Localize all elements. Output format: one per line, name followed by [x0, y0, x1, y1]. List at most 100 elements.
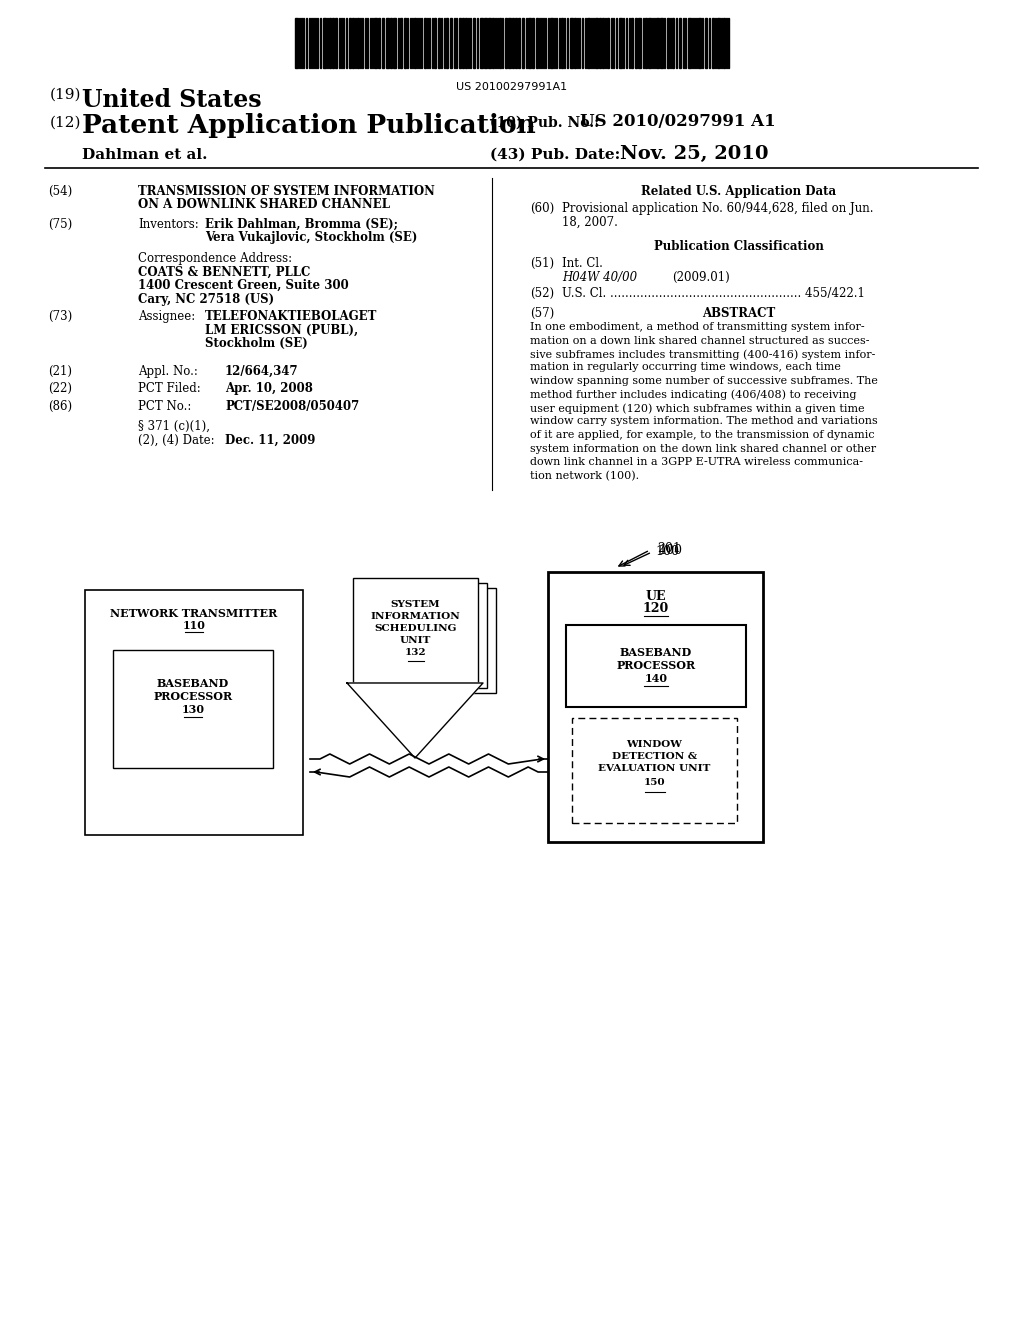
- Bar: [599, 18, 601, 69]
- Bar: [536, 18, 538, 69]
- Bar: [484, 18, 487, 69]
- Text: (19): (19): [50, 88, 82, 102]
- Bar: [357, 18, 359, 69]
- Bar: [374, 18, 377, 69]
- Text: TELEFONAKTIEBOLAGET: TELEFONAKTIEBOLAGET: [205, 310, 378, 323]
- Text: COATS & BENNETT, PLLC: COATS & BENNETT, PLLC: [138, 265, 310, 279]
- Bar: [522, 18, 524, 69]
- Text: Inventors:: Inventors:: [138, 218, 199, 231]
- Text: UE: UE: [645, 590, 666, 603]
- Bar: [386, 18, 389, 69]
- Text: Appl. No.:: Appl. No.:: [138, 366, 198, 378]
- Bar: [672, 18, 674, 69]
- Bar: [434, 18, 436, 69]
- Bar: [85, 590, 303, 836]
- Text: (54): (54): [48, 185, 73, 198]
- Text: mation on a down link shared channel structured as succes-: mation on a down link shared channel str…: [530, 335, 869, 346]
- Bar: [548, 572, 763, 842]
- Text: ABSTRACT: ABSTRACT: [702, 308, 775, 319]
- Bar: [712, 18, 714, 69]
- Bar: [518, 18, 520, 69]
- Bar: [335, 18, 337, 69]
- Text: TRANSMISSION OF SYSTEM INFORMATION: TRANSMISSION OF SYSTEM INFORMATION: [138, 185, 435, 198]
- Text: 18, 2007.: 18, 2007.: [562, 215, 617, 228]
- Bar: [438, 18, 440, 69]
- Text: Cary, NC 27518 (US): Cary, NC 27518 (US): [138, 293, 274, 305]
- Bar: [488, 18, 490, 69]
- Bar: [618, 18, 622, 69]
- Bar: [667, 18, 669, 69]
- Bar: [465, 18, 467, 69]
- Text: PROCESSOR: PROCESSOR: [154, 690, 232, 702]
- Text: 140: 140: [644, 673, 668, 684]
- Bar: [660, 18, 663, 69]
- Text: H04W 40/00: H04W 40/00: [562, 271, 637, 284]
- Bar: [656, 18, 659, 69]
- Text: 150: 150: [644, 777, 666, 787]
- Text: (57): (57): [530, 308, 554, 319]
- Bar: [424, 18, 426, 69]
- Text: (60): (60): [530, 202, 554, 215]
- Bar: [679, 18, 681, 69]
- Bar: [631, 18, 633, 69]
- Text: United States: United States: [82, 88, 261, 112]
- Text: 201: 201: [657, 541, 681, 554]
- Text: down link channel in a 3GPP E-UTRA wireless communica-: down link channel in a 3GPP E-UTRA wirel…: [530, 457, 863, 467]
- Text: (2), (4) Date:: (2), (4) Date:: [138, 433, 215, 446]
- Text: PCT/SE2008/050407: PCT/SE2008/050407: [225, 400, 359, 413]
- Text: Assignee:: Assignee:: [138, 310, 196, 323]
- Bar: [352, 18, 354, 69]
- Bar: [723, 18, 725, 69]
- Bar: [512, 18, 514, 69]
- Text: SCHEDULING: SCHEDULING: [374, 624, 457, 634]
- Text: U.S. Cl. ................................................... 455/422.1: U.S. Cl. ...............................…: [562, 286, 865, 300]
- Bar: [532, 18, 534, 69]
- Text: of it are applied, for example, to the transmission of dynamic: of it are applied, for example, to the t…: [530, 430, 874, 440]
- Text: system information on the down link shared channel or other: system information on the down link shar…: [530, 444, 877, 454]
- Text: window spanning some number of successive subframes. The: window spanning some number of successiv…: [530, 376, 878, 385]
- Bar: [698, 18, 701, 69]
- Text: LM ERICSSON (PUBL),: LM ERICSSON (PUBL),: [205, 323, 358, 337]
- Text: § 371 (c)(1),: § 371 (c)(1),: [138, 420, 210, 433]
- Text: Dahlman et al.: Dahlman et al.: [82, 148, 208, 162]
- Text: mation in regularly occurring time windows, each time: mation in regularly occurring time windo…: [530, 363, 841, 372]
- Bar: [404, 18, 406, 69]
- Text: (2009.01): (2009.01): [672, 271, 730, 284]
- Text: user equipment (120) which subframes within a given time: user equipment (120) which subframes wit…: [530, 403, 864, 413]
- Text: Publication Classification: Publication Classification: [654, 240, 824, 253]
- Bar: [499, 18, 501, 69]
- Text: In one embodiment, a method of transmitting system infor-: In one embodiment, a method of transmitt…: [530, 322, 864, 333]
- Text: PCT Filed:: PCT Filed:: [138, 381, 201, 395]
- Text: (86): (86): [48, 400, 72, 413]
- Bar: [635, 18, 637, 69]
- Bar: [587, 18, 590, 69]
- Text: (52): (52): [530, 286, 554, 300]
- Text: Related U.S. Application Data: Related U.S. Application Data: [641, 185, 837, 198]
- Text: 1400 Crescent Green, Suite 300: 1400 Crescent Green, Suite 300: [138, 279, 349, 292]
- Text: WINDOW: WINDOW: [627, 741, 682, 748]
- Text: 132: 132: [404, 648, 426, 657]
- Text: Erik Dahlman, Bromma (SE);: Erik Dahlman, Bromma (SE);: [205, 218, 398, 231]
- Bar: [371, 587, 496, 693]
- Text: Int. Cl.: Int. Cl.: [562, 257, 603, 271]
- Bar: [561, 18, 563, 69]
- Bar: [528, 18, 531, 69]
- Text: Correspondence Address:: Correspondence Address:: [138, 252, 292, 265]
- Text: (22): (22): [48, 381, 72, 395]
- Text: Provisional application No. 60/944,628, filed on Jun.: Provisional application No. 60/944,628, …: [562, 202, 873, 215]
- Bar: [607, 18, 609, 69]
- Text: Patent Application Publication: Patent Application Publication: [82, 114, 536, 139]
- Bar: [473, 18, 475, 69]
- Bar: [570, 18, 573, 69]
- Bar: [572, 718, 737, 822]
- Bar: [480, 18, 483, 69]
- Text: Dec. 11, 2009: Dec. 11, 2009: [225, 433, 315, 446]
- Bar: [595, 18, 598, 69]
- Text: 100: 100: [655, 545, 679, 558]
- Text: Apr. 10, 2008: Apr. 10, 2008: [225, 381, 313, 395]
- Bar: [353, 578, 478, 682]
- Text: (43) Pub. Date:: (43) Pub. Date:: [490, 148, 621, 162]
- Bar: [574, 18, 575, 69]
- Bar: [446, 18, 449, 69]
- Bar: [550, 18, 553, 69]
